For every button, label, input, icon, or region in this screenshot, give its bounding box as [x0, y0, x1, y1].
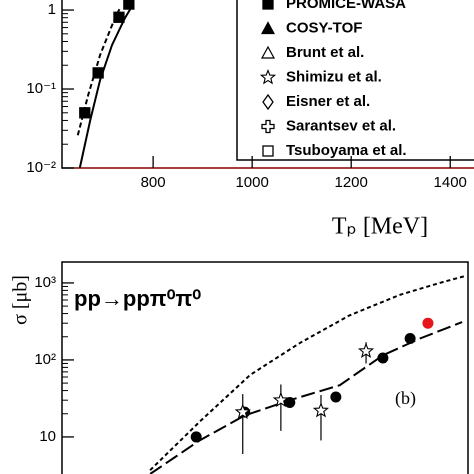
legend-box — [236, 0, 474, 161]
y-axis-label: σ [μb] — [10, 275, 32, 325]
x-tick-label: 1200 — [335, 174, 368, 191]
legend-label: Shimizu et al. — [286, 68, 382, 85]
legend-label: Tsuboyama et al. — [286, 142, 407, 159]
legend-label: Eisner et al. — [286, 93, 370, 110]
y-tick-label: 10⁻¹ — [26, 80, 56, 97]
marker — [272, 391, 289, 408]
legend-label: Sarantsev et al. — [286, 117, 396, 134]
marker — [404, 332, 416, 344]
x-axis-label: Tₚ [MeV] — [332, 214, 428, 240]
marker — [357, 342, 375, 359]
marker — [79, 107, 91, 119]
marker — [260, 45, 276, 59]
marker — [92, 67, 104, 79]
marker — [234, 403, 251, 420]
marker — [261, 119, 275, 134]
marker — [262, 0, 274, 10]
y-tick-label: 1 — [48, 1, 56, 18]
panel-label: (b) — [395, 388, 416, 409]
marker — [113, 11, 125, 23]
legend-label: Brunt et al. — [286, 44, 364, 61]
y-tick-label: 10⁻² — [26, 159, 56, 176]
reaction-label: pp→ppπ⁰π⁰ — [74, 286, 201, 311]
curve — [149, 275, 466, 471]
marker — [284, 396, 296, 408]
marker — [260, 21, 276, 35]
marker — [262, 145, 274, 157]
marker — [422, 317, 434, 329]
marker — [377, 352, 389, 364]
marker — [123, 0, 135, 10]
y-tick-label: 10² — [34, 351, 56, 368]
marker — [259, 68, 277, 85]
y-tick-label: 10³ — [34, 274, 56, 291]
marker — [190, 431, 202, 443]
marker — [262, 93, 274, 111]
x-tick-label: 800 — [141, 174, 166, 191]
y-tick-label: 10 — [39, 428, 56, 445]
legend-label: PROMICE-WASA — [286, 0, 406, 12]
x-tick-label: 1000 — [235, 174, 268, 191]
marker — [312, 402, 330, 418]
legend-label: COSY-TOF — [286, 19, 362, 36]
x-tick-label: 1400 — [434, 174, 467, 191]
marker — [330, 391, 342, 403]
curve — [78, 4, 134, 169]
